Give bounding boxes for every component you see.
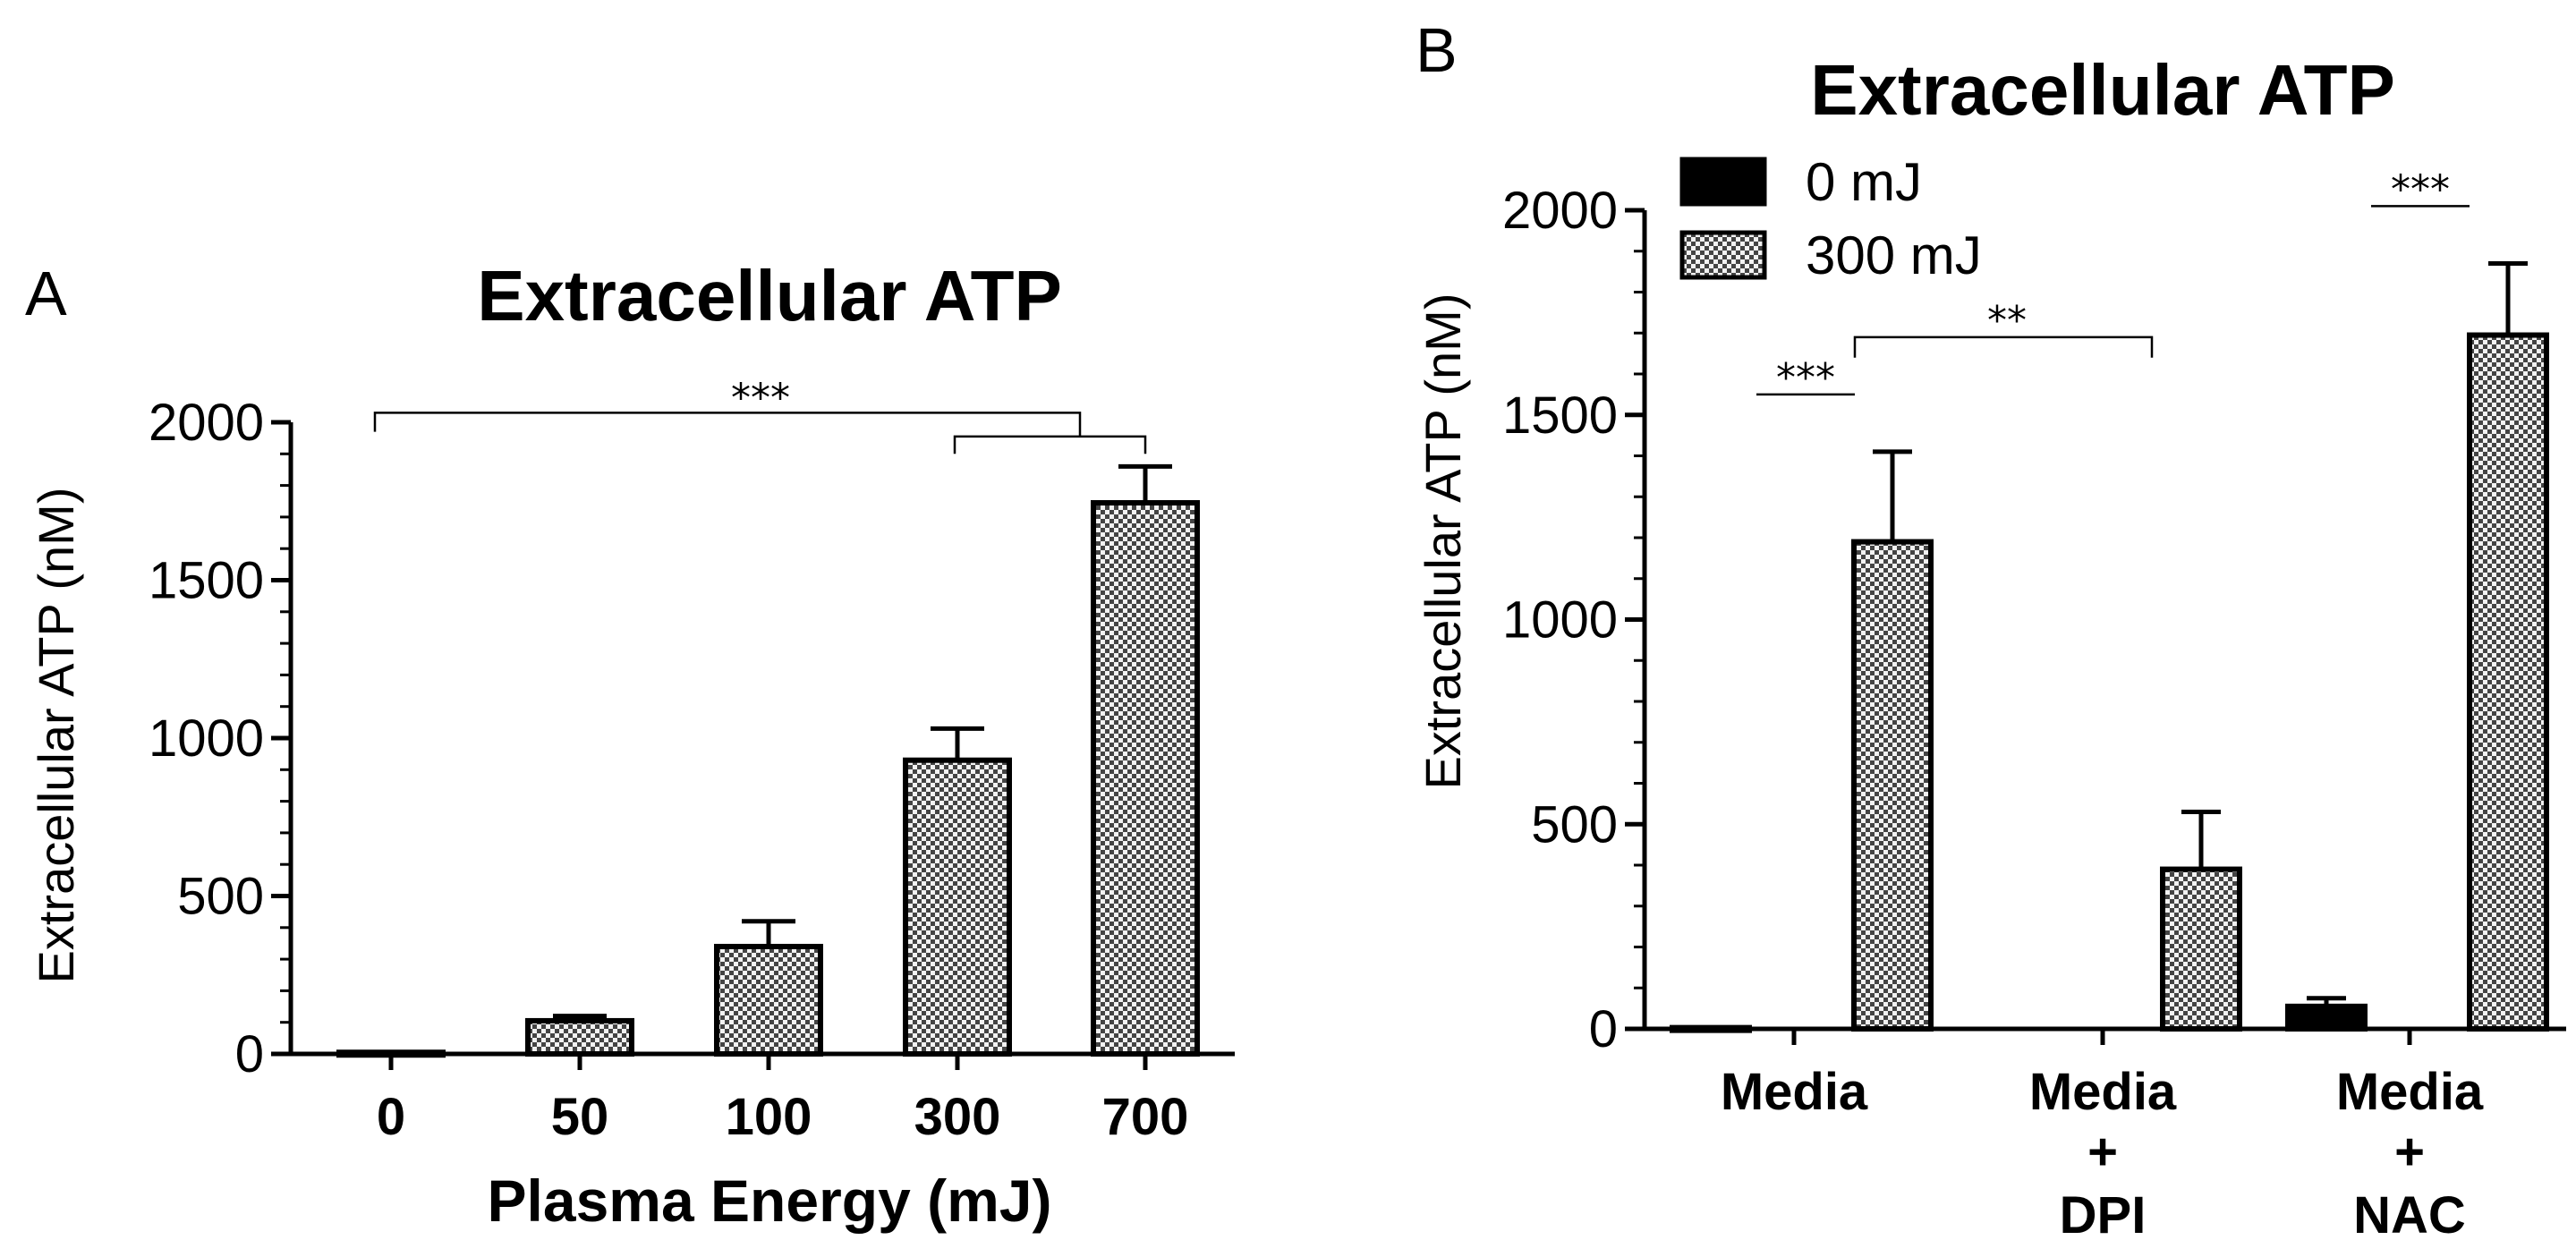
panel-a-chart: A Extracellular ATP Extracellular ATP (n… — [25, 256, 1235, 1234]
legend-swatch-0mj — [1679, 157, 1767, 207]
legend-swatch-300mj — [1679, 230, 1767, 280]
panel-b-y-tick-label: 1500 — [1502, 386, 1618, 445]
panel-a-axes — [271, 420, 1235, 1070]
panel-b-x-tick-label: Media — [2029, 1063, 2177, 1121]
panel-a-bars — [336, 463, 1200, 1058]
panel-a-bar — [714, 943, 823, 1057]
panel-b-x-tick-label: + — [2394, 1123, 2425, 1181]
panel-a-bar — [903, 757, 1012, 1057]
panel-a-y-tick-label: 0 — [235, 1025, 264, 1083]
panel-a-x-tick-label: 300 — [914, 1088, 1001, 1146]
panel-a-y-tick-label: 500 — [177, 868, 264, 926]
panel-b-x-tick-label: + — [2087, 1123, 2118, 1181]
panel-b-significance-label-media: *** — [1776, 355, 1835, 401]
panel-b-y-tick-labels: 0 500 1000 1500 2000 — [1502, 182, 1618, 1058]
panel-a-bar — [525, 1017, 634, 1057]
panel-a-bar — [336, 1049, 446, 1058]
panel-a-x-tick-labels: 0 50 100 300 700 — [377, 1088, 1189, 1146]
panel-a-significance-bracket-inner — [953, 435, 1147, 454]
panel-b-y-tick-label: 2000 — [1502, 182, 1618, 240]
panel-a-x-tick-label: 100 — [726, 1088, 812, 1146]
panel-b-y-tick-label: 1000 — [1502, 591, 1618, 650]
panel-a-bar — [1091, 500, 1200, 1057]
panel-a-significance-bracket-outer — [373, 412, 1082, 437]
panel-b-bar-300mj — [2160, 866, 2242, 1032]
panel-a-x-tick-label: 50 — [551, 1088, 609, 1146]
panel-b-x-tick-label: DPI — [2060, 1186, 2147, 1244]
panel-b-significance-label-nac: *** — [2391, 166, 2450, 212]
panel-b-x-tick-label: Media — [2336, 1063, 2484, 1121]
panel-a-y-tick-label: 2000 — [149, 394, 264, 452]
panel-b-y-tick-label: 0 — [1589, 1000, 1618, 1058]
panel-b-bar-0mj — [1670, 1024, 1752, 1033]
legend-label-300mj: 300 mJ — [1806, 225, 1982, 285]
panel-b-y-tick-label: 500 — [1531, 795, 1618, 854]
panel-a-title: Extracellular ATP — [477, 256, 1062, 335]
panel-a-significance-label: *** — [731, 375, 790, 420]
panel-a-x-tick-label: 0 — [377, 1088, 405, 1146]
panel-b-bar-300mj — [1851, 539, 1934, 1032]
panel-b-x-tick-labels: Media Media + DPI Media + NAC — [1721, 1063, 2484, 1244]
panel-b-significance-bracket-dpi — [1853, 335, 2154, 358]
panel-b-y-axis-label: Extracellular ATP (nM) — [1415, 293, 1471, 790]
panel-a-x-axis-label: Plasma Energy (mJ) — [488, 1168, 1052, 1234]
panel-b-chart: B Extracellular ATP Extracellular ATP (n… — [1415, 15, 2566, 1244]
panel-b-x-tick-label: NAC — [2353, 1186, 2466, 1244]
panel-a-letter: A — [25, 259, 67, 328]
panel-a-y-tick-label: 1500 — [149, 552, 264, 610]
panel-b-bars — [1670, 260, 2549, 1033]
panel-a-significance: *** — [373, 375, 1147, 454]
panel-b-x-tick-label: Media — [1721, 1063, 1868, 1121]
panel-b-legend: 0 mJ 300 mJ — [1679, 152, 1982, 285]
panel-b-significance: *** ** *** — [1756, 166, 2470, 401]
panel-a-x-tick-label: 700 — [1102, 1088, 1189, 1146]
panel-a-y-tick-labels: 0 500 1000 1500 2000 — [149, 394, 264, 1083]
panel-b-title: Extracellular ATP — [1810, 50, 2395, 130]
panel-a-y-axis-label: Extracellular ATP (nM) — [28, 488, 84, 984]
panel-b-letter: B — [1416, 15, 1458, 85]
panel-b-bar-300mj — [2467, 332, 2549, 1032]
legend-label-0mj: 0 mJ — [1806, 152, 1922, 212]
panel-b-significance-label-dpi: ** — [1987, 298, 2027, 344]
panel-b-axes — [1625, 208, 2566, 1045]
panel-b-bar-0mj — [2285, 1003, 2368, 1032]
panel-a-y-tick-label: 1000 — [149, 709, 264, 768]
